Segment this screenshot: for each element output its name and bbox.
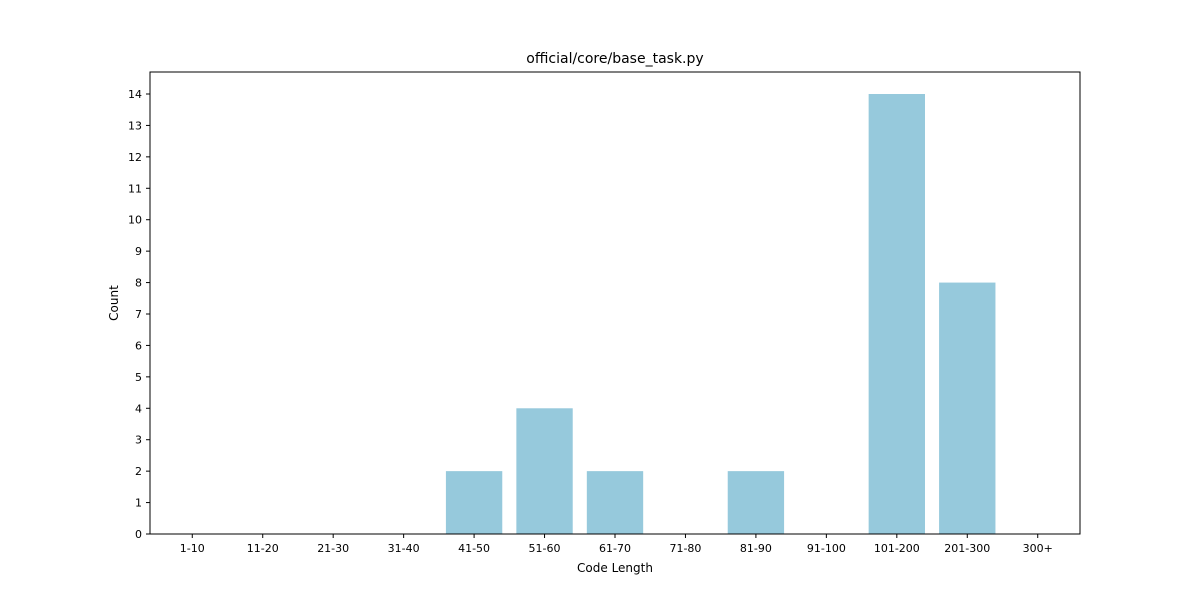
bar-81-90 — [727, 471, 785, 534]
bar-61-70 — [586, 471, 644, 534]
x-tick-label: 51-60 — [529, 542, 561, 555]
x-tick-label: 1-10 — [180, 542, 205, 555]
y-tick-label: 7 — [135, 308, 142, 321]
x-tick-label: 21-30 — [317, 542, 349, 555]
bar-201-300 — [939, 282, 996, 534]
bars-layer — [445, 94, 996, 534]
bar-41-50 — [445, 471, 503, 534]
chart-title: official/core/base_task.py — [526, 51, 703, 67]
y-tick-label: 0 — [135, 528, 142, 541]
y-tick-label: 13 — [128, 119, 142, 132]
x-tick-label: 101-200 — [874, 542, 920, 555]
y-tick-label: 11 — [128, 182, 142, 195]
y-tick-label: 4 — [135, 402, 142, 415]
y-tick-label: 3 — [135, 434, 142, 447]
x-tick-label: 61-70 — [599, 542, 631, 555]
x-axis: 1-10 11-20 21-30 31-40 41-50 51-60 61-70 71-80 8… — [180, 534, 1053, 555]
x-tick-label: 300+ — [1023, 542, 1053, 555]
y-tick-label: 10 — [128, 214, 142, 227]
y-tick-label: 12 — [128, 151, 142, 164]
x-tick-label: 41-50 — [458, 542, 490, 555]
bar-51-60 — [516, 408, 573, 534]
x-tick-label: 81-90 — [740, 542, 772, 555]
y-tick-label: 9 — [135, 245, 142, 258]
y-tick-label: 8 — [135, 277, 142, 290]
y-tick-label: 5 — [135, 371, 142, 384]
x-tick-label: 71-80 — [669, 542, 701, 555]
y-axis-label: Count — [107, 285, 121, 321]
y-tick-label: 6 — [135, 339, 142, 352]
y-tick-label: 2 — [135, 465, 142, 478]
y-tick-label: 14 — [128, 88, 142, 101]
x-axis-label: Code Length — [577, 561, 653, 575]
x-tick-label: 91-100 — [807, 542, 846, 555]
y-tick-label: 1 — [135, 497, 142, 510]
x-tick-label: 11-20 — [247, 542, 279, 555]
x-tick-label: 201-300 — [944, 542, 990, 555]
bar-101-200 — [868, 94, 925, 534]
x-tick-label: 31-40 — [388, 542, 420, 555]
